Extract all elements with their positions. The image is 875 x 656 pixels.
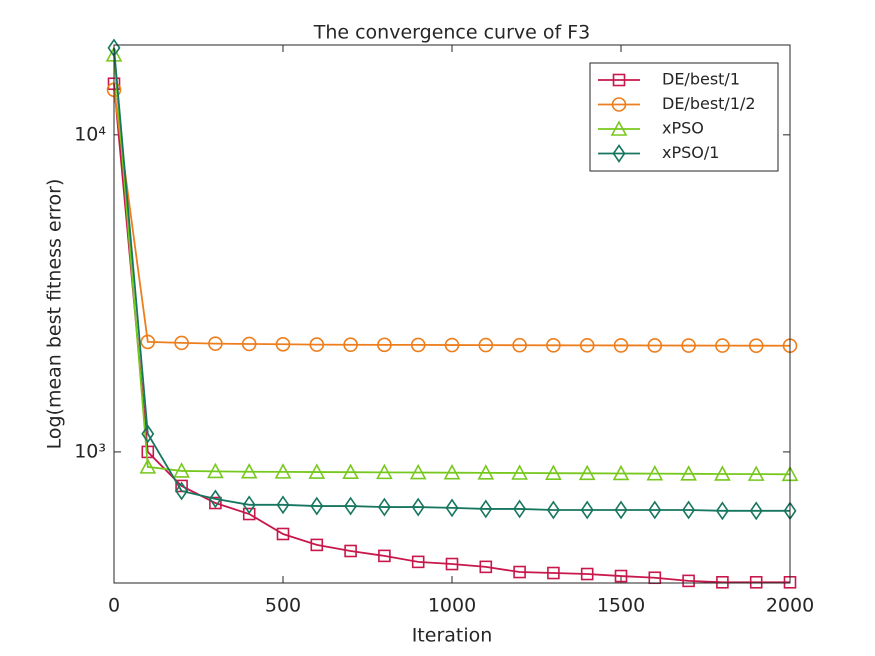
marker — [513, 565, 526, 579]
series-line — [113, 89, 791, 347]
marker — [175, 481, 189, 501]
marker — [715, 501, 729, 521]
marker — [478, 337, 494, 353]
y-tick-label: 10⁴ — [74, 123, 106, 145]
marker — [208, 489, 222, 509]
marker — [443, 463, 461, 480]
marker — [410, 337, 426, 353]
marker — [274, 463, 292, 479]
marker — [682, 574, 695, 588]
marker — [479, 560, 493, 574]
marker — [275, 336, 291, 352]
marker — [479, 499, 493, 519]
marker — [310, 538, 324, 552]
marker — [240, 463, 258, 479]
x-tick-label: 0 — [108, 595, 120, 617]
marker — [276, 527, 290, 541]
marker — [445, 498, 459, 518]
marker — [680, 465, 697, 481]
marker — [409, 463, 427, 480]
series-line — [113, 47, 790, 512]
marker — [716, 575, 729, 589]
legend-marker — [611, 97, 627, 112]
marker — [308, 463, 326, 479]
marker — [378, 549, 391, 563]
marker — [445, 557, 459, 571]
marker — [613, 338, 629, 353]
marker — [714, 465, 731, 481]
marker — [614, 569, 628, 583]
marker — [141, 424, 155, 444]
x-tick-label: 500 — [265, 595, 301, 617]
axes-box — [113, 44, 791, 584]
x-tick-label: 2000 — [766, 595, 814, 617]
marker — [174, 335, 189, 351]
marker — [209, 496, 222, 510]
legend-label: xPSO/1 — [662, 143, 719, 162]
marker — [749, 575, 763, 589]
marker — [748, 338, 764, 353]
x-axis-label: Iteration — [412, 625, 493, 647]
legend-marker — [612, 73, 626, 87]
marker — [173, 462, 190, 478]
marker — [512, 337, 527, 353]
marker — [614, 500, 628, 520]
marker — [647, 338, 663, 353]
marker — [682, 500, 696, 520]
marker — [140, 334, 156, 350]
marker — [242, 495, 256, 515]
marker — [344, 544, 357, 558]
marker — [208, 336, 223, 351]
marker — [749, 501, 763, 521]
marker — [377, 337, 392, 353]
legend-marker — [612, 144, 626, 163]
marker — [648, 500, 662, 520]
series-line — [113, 54, 791, 476]
marker — [612, 464, 630, 481]
marker — [343, 337, 358, 353]
marker — [580, 567, 594, 581]
marker — [547, 566, 560, 580]
marker — [411, 497, 425, 517]
marker — [139, 458, 157, 474]
marker — [646, 464, 664, 481]
marker — [377, 497, 391, 517]
marker — [342, 463, 359, 480]
marker — [747, 465, 765, 481]
legend-label: DE/best/1 — [662, 70, 740, 89]
marker — [578, 464, 596, 481]
marker — [411, 555, 425, 569]
marker — [545, 464, 562, 480]
marker — [546, 337, 561, 353]
marker — [344, 496, 358, 516]
legend-label: xPSO — [662, 119, 704, 138]
marker — [309, 337, 325, 352]
marker — [715, 338, 730, 353]
marker — [310, 496, 324, 516]
marker — [207, 462, 224, 479]
marker — [513, 499, 527, 519]
marker — [580, 500, 594, 520]
series-line — [113, 83, 790, 584]
x-tick-label: 1500 — [597, 595, 645, 617]
x-tick-label: 1000 — [428, 595, 476, 617]
marker — [681, 338, 696, 353]
marker — [242, 507, 256, 521]
marker — [376, 463, 393, 480]
marker — [444, 337, 460, 353]
y-tick-label: 10³ — [74, 440, 106, 462]
marker — [546, 500, 560, 520]
marker — [579, 338, 595, 353]
marker — [511, 464, 528, 480]
y-axis-label: Log(mean best fitness error) — [44, 179, 66, 450]
marker — [477, 464, 495, 480]
marker — [276, 495, 290, 515]
legend-marker — [610, 120, 628, 136]
marker — [241, 336, 257, 352]
chart-title: The convergence curve of F3 — [313, 22, 591, 44]
legend-label: DE/best/1/2 — [662, 94, 756, 113]
